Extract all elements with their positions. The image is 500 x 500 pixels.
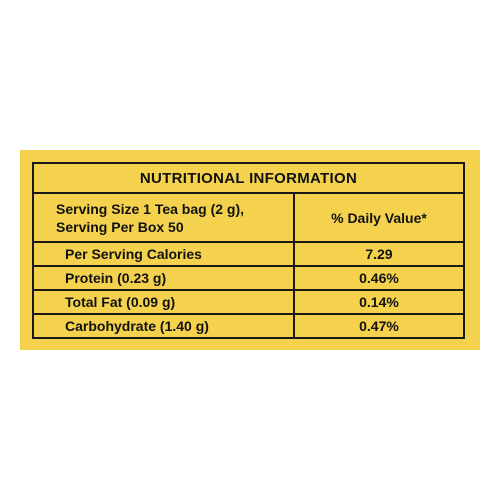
nutrient-value: 0.47% <box>292 313 466 339</box>
nutrient-value: 0.46% <box>292 265 466 291</box>
daily-value-header: % Daily Value* <box>292 192 466 243</box>
nutrient-label: Total Fat (0.09 g) <box>32 289 295 315</box>
nutrient-label: Per Serving Calories <box>32 241 295 267</box>
nutrient-value: 0.14% <box>292 289 466 315</box>
serving-row: Serving Size 1 Tea bag (2 g), Serving Pe… <box>32 192 466 243</box>
serving-size-text: Serving Size 1 Tea bag (2 g), <box>56 200 245 217</box>
table-row: Carbohydrate (1.40 g) 0.47% <box>32 313 466 339</box>
table-row: Per Serving Calories 7.29 <box>32 241 466 267</box>
nutrient-label: Carbohydrate (1.40 g) <box>32 313 295 339</box>
servings-per-box-text: Serving Per Box 50 <box>56 218 184 235</box>
table-row: Total Fat (0.09 g) 0.14% <box>32 289 466 315</box>
nutrient-value: 7.29 <box>292 241 466 267</box>
nutrient-label: Protein (0.23 g) <box>32 265 295 291</box>
title-row: NUTRITIONAL INFORMATION <box>32 162 465 194</box>
table-row: Protein (0.23 g) 0.46% <box>32 265 466 291</box>
serving-info: Serving Size 1 Tea bag (2 g), Serving Pe… <box>32 192 295 243</box>
table-title: NUTRITIONAL INFORMATION <box>32 162 465 194</box>
nutrition-table: NUTRITIONAL INFORMATION Serving Size 1 T… <box>32 162 466 339</box>
